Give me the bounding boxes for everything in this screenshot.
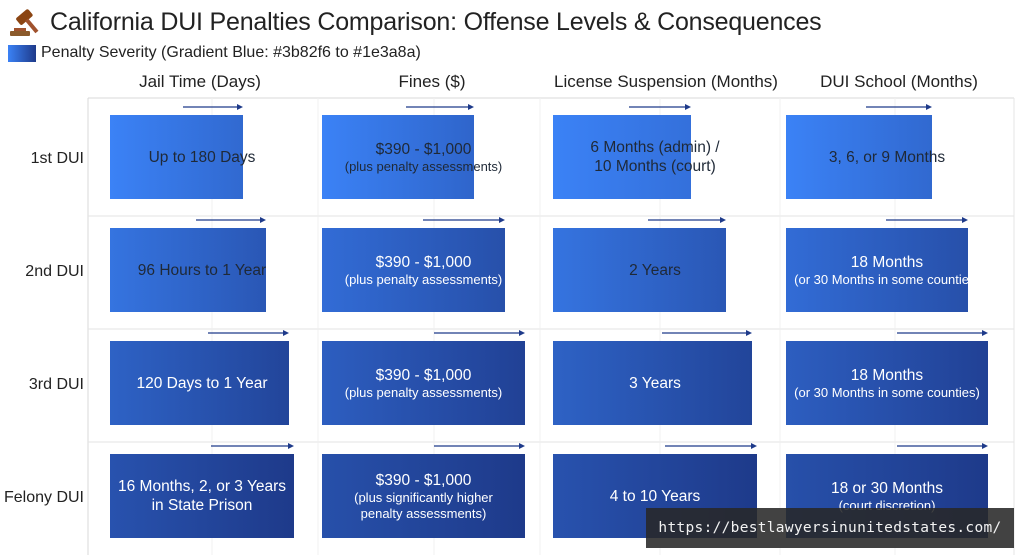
row-label: Felony DUI	[3, 488, 84, 506]
cell-text: 4 to 10 Years	[553, 454, 757, 538]
severity-arrow	[886, 217, 968, 223]
cell-text: 18 Months (or 30 Months in some counties)	[786, 341, 988, 425]
severity-arrow	[406, 104, 474, 110]
column-header: Fines ($)	[398, 72, 466, 91]
cell-text: $390 - $1,000 (plus significantly higher p…	[322, 454, 525, 538]
cell-value: $390 - $1,000	[375, 471, 472, 489]
severity-arrow	[208, 330, 289, 336]
cell-text: 3, 6, or 9 Months	[786, 115, 988, 199]
penalty-cell: $390 - $1,000 (plus penalty assessments)	[322, 115, 502, 199]
cell-value: 2 Years	[629, 261, 681, 279]
cell-text: 120 Days to 1 Year	[110, 341, 294, 425]
column-header: License Suspension (Months)	[554, 72, 778, 91]
cell-value: Up to 180 Days	[148, 148, 256, 166]
column-header: Jail Time (Days)	[139, 72, 261, 91]
watermark-url: https://bestlawyersinunitedstates.com/	[646, 508, 1014, 548]
cell-value: 18 Months	[850, 366, 924, 384]
cell-text: $390 - $1,000 (plus penalty assessments)	[322, 341, 525, 425]
penalty-cell: $390 - $1,000 (plus penalty assessments)	[322, 228, 505, 312]
cell-text: 3 Years	[553, 341, 757, 425]
row-label: 3rd DUI	[28, 375, 84, 393]
severity-arrow	[665, 443, 757, 449]
penalty-cell: 18 Months (or 30 Months in some counties)	[786, 228, 980, 312]
severity-arrow	[897, 330, 988, 336]
legend-swatch	[8, 44, 36, 62]
severity-arrow	[183, 104, 243, 110]
severity-arrow	[434, 443, 525, 449]
cell-value: 3 Years	[629, 374, 681, 392]
severity-arrow	[629, 104, 691, 110]
penalty-cell: 16 Months, 2, or 3 Years in State Prison	[110, 454, 294, 538]
gavel-icon	[10, 9, 39, 36]
cell-text: 16 Months, 2, or 3 Years in State Prison	[110, 454, 294, 538]
severity-arrow	[423, 217, 505, 223]
cell-value: 10 Months (court)	[594, 158, 716, 175]
cell-text: Up to 180 Days	[110, 115, 294, 199]
penalty-cell: 6 Months (admin) / 10 Months (court)	[553, 115, 720, 199]
cell-value: 6 Months (admin) /	[590, 139, 720, 156]
cell-note: (plus penalty assessments)	[344, 158, 503, 174]
severity-arrow	[434, 330, 525, 336]
row-label: 1st DUI	[30, 149, 84, 167]
cell-text: 96 Hours to 1 Year	[110, 228, 294, 312]
cell-note: (plus penalty assessments)	[344, 384, 503, 400]
cell-text: 2 Years	[553, 228, 757, 312]
cell-text: 18 Months (or 30 Months in some counties)	[786, 228, 988, 312]
penalty-cell: 96 Hours to 1 Year	[110, 228, 266, 312]
cell-value: $390 - $1,000	[375, 366, 472, 384]
penalty-cell: 120 Days to 1 Year	[110, 341, 289, 425]
chart-title: California DUI Penalties Comparison: Off…	[50, 7, 822, 36]
severity-arrow	[897, 443, 988, 449]
penalty-cell: $390 - $1,000 (plus significantly higher p…	[322, 454, 525, 538]
legend: Penalty Severity (Gradient Blue: #3b82f6…	[8, 43, 421, 63]
cell-value: 96 Hours to 1 Year	[137, 261, 267, 279]
cell-value: in State Prison	[151, 497, 253, 514]
penalty-cell: $390 - $1,000 (plus penalty assessments)	[322, 341, 525, 425]
cell-text: $390 - $1,000 (plus penalty assessments)	[322, 228, 525, 312]
severity-arrow	[648, 217, 726, 223]
severity-arrow	[662, 330, 752, 336]
penalty-cell: 3, 6, or 9 Months	[786, 115, 945, 199]
column-header: DUI School (Months)	[820, 72, 978, 91]
cell-value: 3, 6, or 9 Months	[828, 148, 946, 166]
title-row: California DUI Penalties Comparison: Off…	[8, 4, 822, 40]
severity-arrow	[211, 443, 294, 449]
penalty-cell: 2 Years	[553, 228, 726, 312]
cell-note: (plus significantly higher	[354, 489, 493, 505]
severity-arrow	[866, 104, 932, 110]
cell-value: $390 - $1,000	[375, 140, 472, 158]
cell-note: (plus penalty assessments)	[344, 271, 503, 287]
cell-note: (or 30 Months in some counties)	[794, 384, 980, 400]
cell-note: (or 30 Months in some counties)	[794, 271, 980, 287]
penalty-cell: 3 Years	[553, 341, 752, 425]
cell-text: 6 Months (admin) / 10 Months (court)	[553, 115, 757, 199]
cell-text: $390 - $1,000 (plus penalty assessments)	[322, 115, 525, 199]
cell-value: 18 Months	[850, 253, 924, 271]
legend-label: Penalty Severity (Gradient Blue: #3b82f6…	[41, 44, 421, 61]
cell-value: 120 Days to 1 Year	[136, 374, 268, 392]
cell-note: penalty assessments)	[360, 505, 487, 521]
cell-value: 4 to 10 Years	[609, 487, 701, 505]
penalty-cell: Up to 180 Days	[110, 115, 255, 199]
cell-value: 18 or 30 Months	[830, 479, 943, 497]
row-label: 2nd DUI	[25, 262, 84, 280]
penalty-cell: 18 Months (or 30 Months in some counties)	[786, 341, 988, 425]
severity-arrow	[196, 217, 266, 223]
cell-value: 16 Months, 2, or 3 Years	[117, 478, 287, 495]
cell-value: $390 - $1,000	[375, 253, 472, 271]
